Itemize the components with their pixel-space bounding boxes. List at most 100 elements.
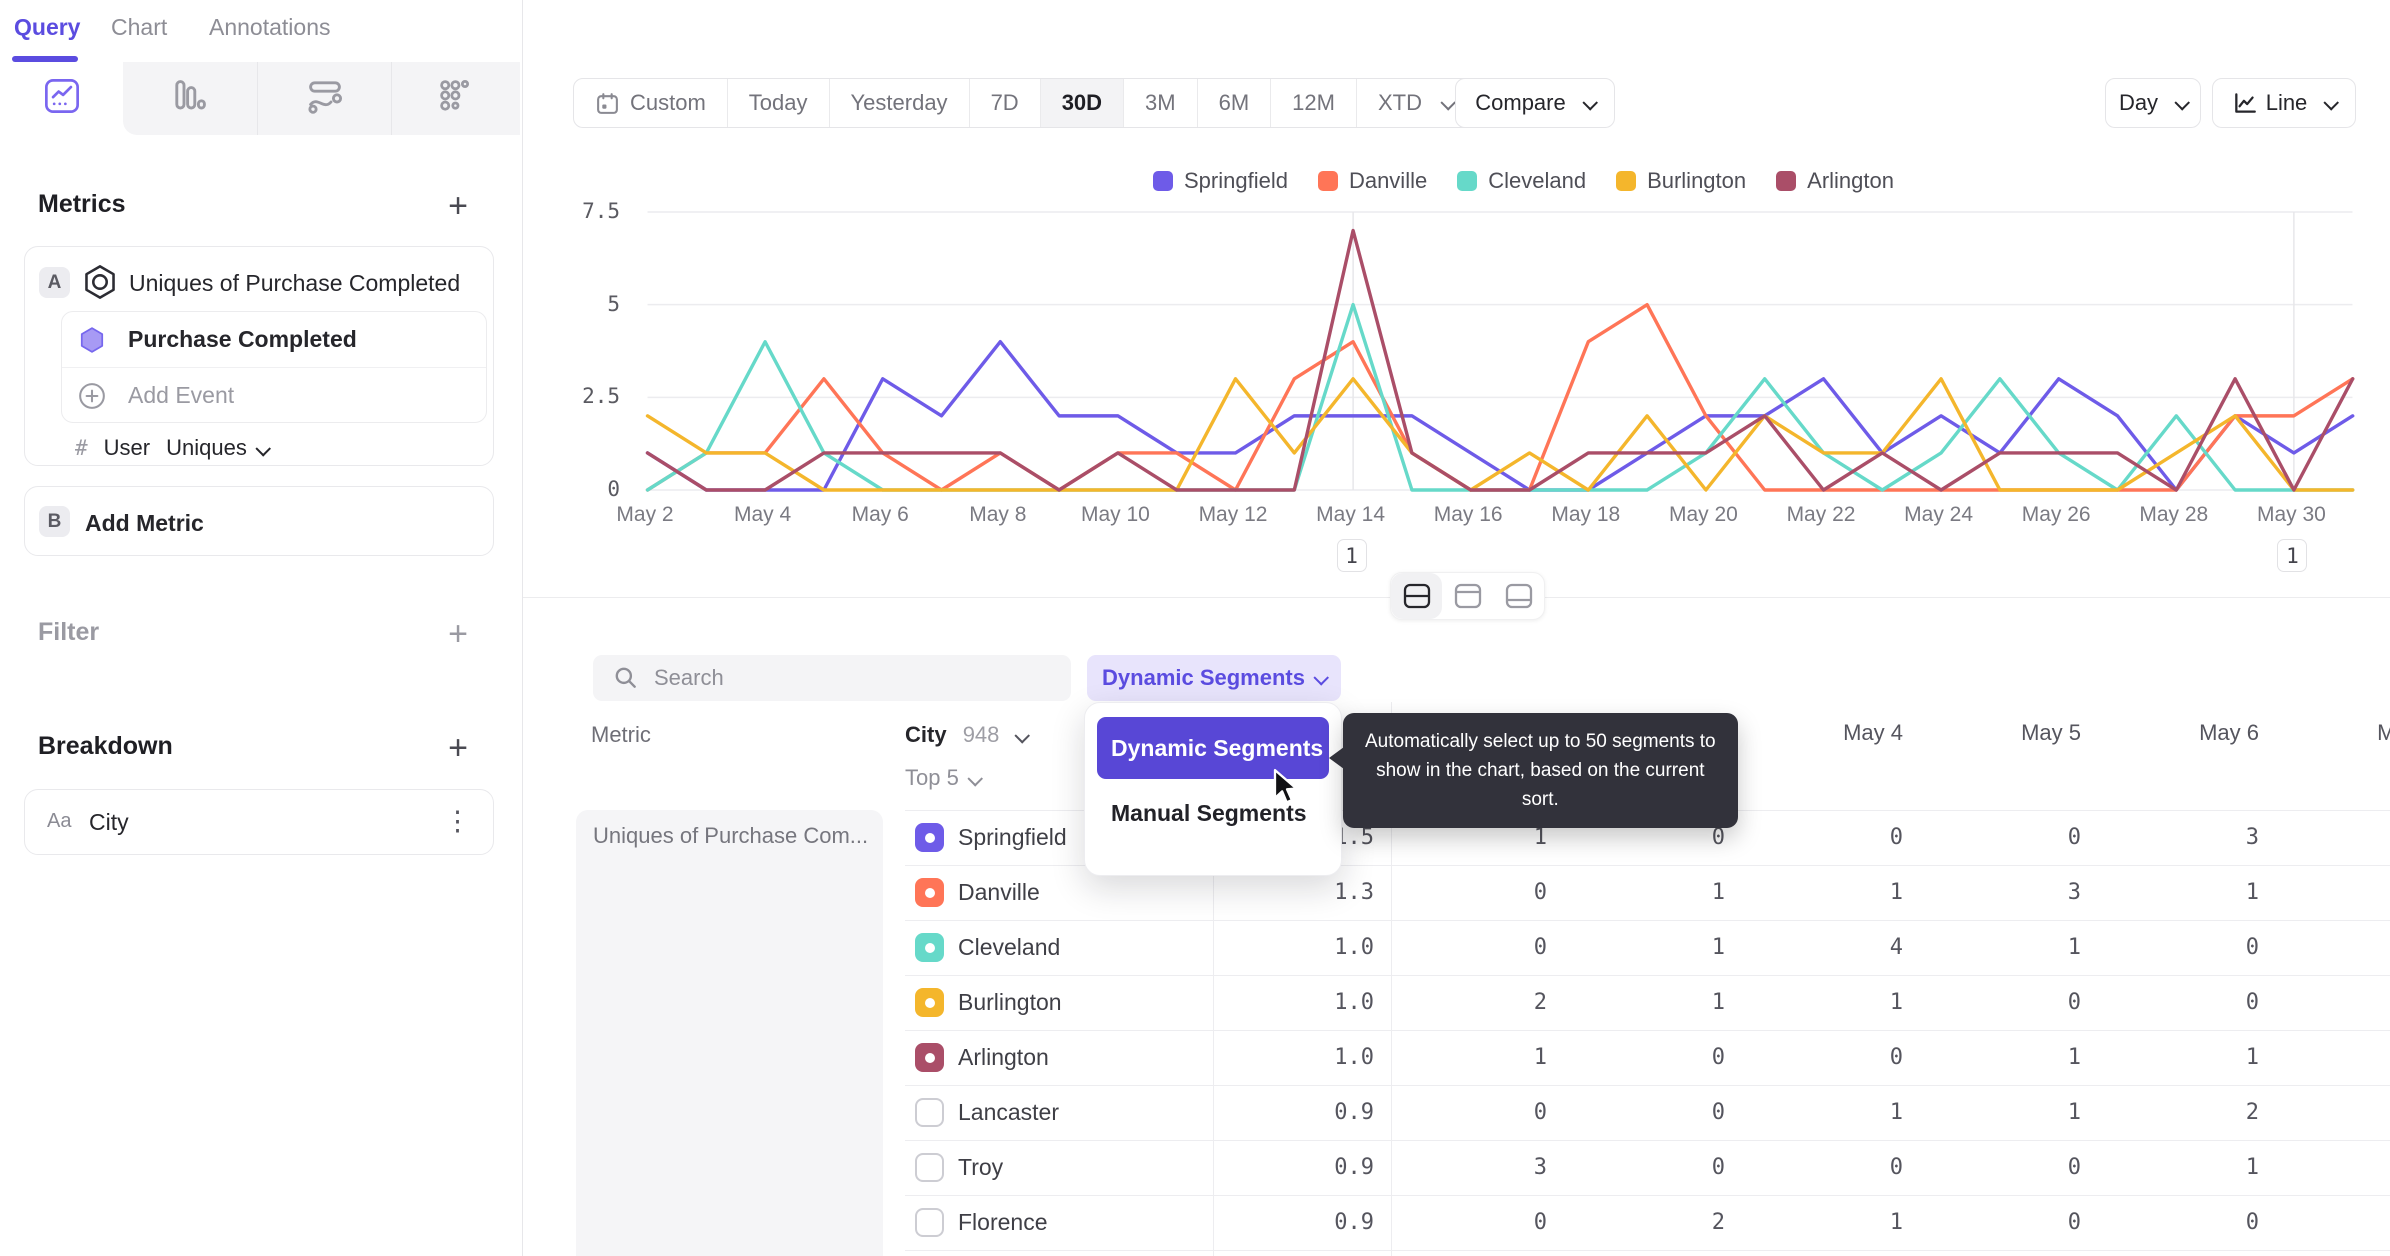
legend-label: Burlington <box>1647 168 1747 193</box>
segment-checkbox-springfield[interactable] <box>915 823 944 852</box>
date-column-header[interactable]: May 6 <box>2199 720 2259 745</box>
search-input[interactable] <box>652 664 1036 692</box>
segment-checkbox-danville[interactable] <box>915 878 944 907</box>
chart-type-bar-tab[interactable] <box>123 62 257 135</box>
range-today[interactable]: Today <box>728 79 830 127</box>
y-axis-label: 0 <box>607 477 620 501</box>
segment-day-value: 1 <box>1889 1100 1903 1125</box>
legend-item-springfield[interactable]: Springfield <box>1153 168 1288 194</box>
segment-day-value: 0 <box>1711 1045 1725 1070</box>
row-divider <box>905 975 2390 976</box>
segment-checkbox-arlington[interactable] <box>915 1043 944 1072</box>
chart-type-scatter-tab[interactable] <box>391 62 520 135</box>
kebab-menu-icon[interactable]: ⋮ <box>444 806 471 836</box>
segment-day-value: 1 <box>2245 1045 2259 1070</box>
breakdown-city-card[interactable]: Aa City ⋮ <box>24 789 494 855</box>
segment-checkbox-burlington[interactable] <box>915 988 944 1017</box>
tooltip-text: sort. <box>1521 789 1559 810</box>
add-breakdown-plus-button[interactable]: + <box>448 728 468 767</box>
chart-type-flow-tab[interactable] <box>257 62 392 135</box>
segment-name: Lancaster <box>958 1099 1060 1125</box>
range-7d[interactable]: 7D <box>970 79 1041 127</box>
chevron-down-icon <box>255 441 271 457</box>
compare-button[interactable]: Compare <box>1455 78 1615 128</box>
segment-day-value: 0 <box>2245 1210 2259 1235</box>
segment-name: Cleveland <box>958 934 1061 960</box>
segment-checkbox-lancaster[interactable] <box>915 1098 944 1127</box>
layout-chart-only-button[interactable] <box>1442 573 1493 619</box>
menu-item-dynamic-segments[interactable]: Dynamic Segments <box>1097 717 1329 779</box>
chart-legend: Springfield Danville Cleveland Burlington Ar… <box>1153 168 1894 194</box>
segment-day-value: 0 <box>1533 1100 1547 1125</box>
segment-day-value: 1 <box>1533 825 1547 850</box>
series-line-burlington[interactable] <box>645 377 2355 492</box>
date-column-header[interactable]: May 7 <box>2377 720 2390 745</box>
add-metric-plus-button[interactable]: + <box>448 186 468 225</box>
add-filter-plus-button[interactable]: + <box>448 614 468 653</box>
segments-mode-dropdown-button[interactable]: Dynamic Segments <box>1087 655 1341 701</box>
measure-selector[interactable]: # User Uniques <box>75 435 271 461</box>
y-axis-label: 2.5 <box>582 384 620 409</box>
metric-b-card[interactable]: B Add Metric <box>24 486 494 556</box>
segment-name: Springfield <box>958 824 1067 850</box>
line-chart[interactable] <box>645 205 2355 495</box>
segment-day-value: 0 <box>1889 825 1903 850</box>
range-label: Yesterday <box>850 90 948 115</box>
series-line-arlington[interactable] <box>645 228 2355 492</box>
tab-query[interactable]: Query <box>14 14 81 40</box>
granularity-button[interactable]: Day <box>2105 78 2201 128</box>
range-label: 12M <box>1292 90 1335 115</box>
metric-row-cell: Uniques of Purchase Com... <box>576 810 883 1256</box>
chart-type-line-tab[interactable] <box>0 62 123 135</box>
segment-day-value: 3 <box>2245 825 2259 850</box>
date-range-control: Custom Today Yesterday 7D 30D 3M 6M 12M XTD <box>573 78 1475 128</box>
segment-name: Florence <box>958 1209 1048 1235</box>
legend-item-cleveland[interactable]: Cleveland <box>1457 168 1586 194</box>
top-n-selector[interactable]: Top 5 <box>905 765 983 791</box>
metric-column-header: Metric <box>591 722 651 747</box>
range-3m[interactable]: 3M <box>1124 79 1198 127</box>
legend-item-burlington[interactable]: Burlington <box>1616 168 1746 194</box>
segment-day-value: 0 <box>1889 1155 1903 1180</box>
range-label: 30D <box>1061 90 1103 115</box>
segment-day-value: 4 <box>1889 935 1903 960</box>
segment-checkbox-troy[interactable] <box>915 1153 944 1182</box>
filter-heading: Filter <box>38 618 100 646</box>
range-6m[interactable]: 6M <box>1198 79 1272 127</box>
range-custom[interactable]: Custom <box>574 79 728 127</box>
number-type-icon: # <box>75 436 88 460</box>
metric-a-card[interactable]: A Uniques of Purchase Completed Purchase… <box>24 246 494 466</box>
segment-name: Burlington <box>958 989 1062 1015</box>
legend-item-danville[interactable]: Danville <box>1317 168 1427 194</box>
chevron-down-icon <box>1440 94 1456 111</box>
range-label: 3M <box>1145 90 1176 115</box>
layout-split-button[interactable] <box>1391 573 1442 619</box>
chart-style-button[interactable]: Line <box>2212 78 2356 128</box>
event-row[interactable]: Purchase Completed <box>62 312 486 367</box>
segment-checkbox-cleveland[interactable] <box>915 933 944 962</box>
range-30d[interactable]: 30D <box>1040 79 1125 127</box>
add-event-label: Add Event <box>128 382 235 408</box>
annotation-badge[interactable]: 1 <box>1336 539 1367 572</box>
breakdown-column-header[interactable]: City 948 <box>905 722 1030 748</box>
chart-type-tabs <box>0 62 523 135</box>
bar-chart-icon <box>172 78 208 119</box>
x-axis-label: May 10 <box>1080 503 1150 526</box>
layout-table-only-button[interactable] <box>1493 573 1544 619</box>
legend-item-arlington[interactable]: Arlington <box>1776 168 1894 194</box>
x-axis-label: May 24 <box>1904 503 1974 526</box>
date-column-header[interactable]: May 4 <box>1843 720 1903 745</box>
tab-annotations[interactable]: Annotations <box>209 14 331 40</box>
annotation-badge[interactable]: 1 <box>2277 539 2308 572</box>
segment-checkbox-florence[interactable] <box>915 1208 944 1237</box>
add-event-row[interactable]: Add Event <box>62 368 486 423</box>
range-xtd[interactable]: XTD <box>1357 79 1474 127</box>
segment-day-value: 2 <box>2245 1100 2259 1125</box>
range-12m[interactable]: 12M <box>1271 79 1357 127</box>
segment-day-value: 1 <box>2245 880 2259 905</box>
x-axis-label: May 6 <box>851 503 909 526</box>
menu-item-manual-segments[interactable]: Manual Segments <box>1111 799 1307 826</box>
tab-chart[interactable]: Chart <box>111 14 168 40</box>
date-column-header[interactable]: May 5 <box>2021 720 2081 745</box>
range-yesterday[interactable]: Yesterday <box>830 79 970 127</box>
